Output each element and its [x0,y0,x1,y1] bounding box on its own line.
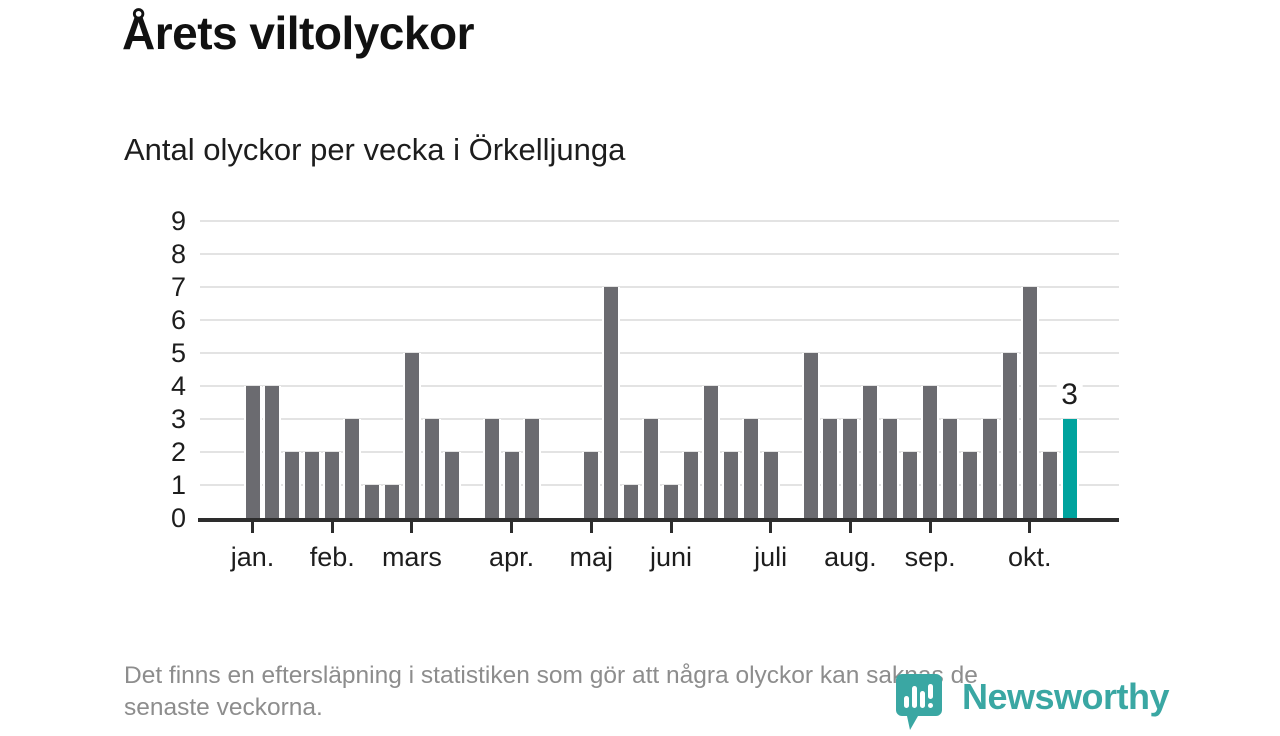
last-bar-value-label: 3 [1056,379,1083,411]
y-axis-label-6: 6 [170,305,186,335]
bar-week-19 [602,287,621,518]
x-axis-tick-juni [669,522,673,533]
bar-week-33 [881,419,900,518]
bar-week-37 [960,452,979,518]
y-axis-label-2: 2 [170,437,186,467]
y-axis-label-8: 8 [170,239,186,269]
gridline-y6 [200,319,1119,321]
newsworthy-logo-text: Newsworthy [962,676,1170,717]
bar-week-10 [422,419,441,518]
x-axis-label-juni: juni [650,542,693,572]
bar-week-26 [741,419,760,518]
bar-week-41 [1040,452,1059,518]
bar-week-20 [622,485,641,518]
bar-week-5 [323,452,342,518]
x-axis-tick-mars [410,522,414,533]
x-axis-label-apr: apr. [489,542,535,572]
footnote-line-1: Det finns en eftersläpning i statistiken… [124,662,978,689]
bar-week-23 [681,452,700,518]
x-axis-label-feb: feb. [309,542,355,572]
bar-week-31 [841,419,860,518]
bar-week-25 [721,452,740,518]
x-axis-label-juli: juli [754,542,788,572]
chart-title: Årets viltolyckor [122,7,474,59]
bar-week-22 [662,485,681,518]
y-axis-label-0: 0 [170,503,186,533]
x-axis-tick-aug [848,522,852,533]
bar-week-38 [980,419,999,518]
bar-week-40 [1020,287,1039,518]
newsworthy-logo: Newsworthy [896,658,1170,736]
bar-week-7 [363,485,382,518]
bar-week-42 [1060,419,1079,518]
y-axis-label-1: 1 [170,470,186,500]
footnote-line-2: senaste veckorna. [124,694,323,721]
x-axis-label-okt: okt. [1008,542,1052,572]
gridline-y8 [200,253,1119,255]
x-axis-line [198,518,1119,522]
y-axis-label-9: 9 [170,206,186,236]
bar-week-3 [283,452,302,518]
gridline-y7 [200,286,1119,288]
chart-canvas: Årets viltolyckor Antal olyckor per veck… [122,7,1170,730]
x-axis-tick-jan [251,522,254,533]
bar-week-18 [582,452,601,518]
bar-week-24 [701,386,720,518]
bar-week-27 [761,452,780,518]
bar-week-9 [402,353,421,518]
x-axis-tick-sep [928,522,932,533]
x-axis-label-maj: maj [569,542,614,572]
chart-footnote: Det finns en eftersläpning i statistiken… [124,660,1164,724]
gridline-y9 [200,220,1119,222]
bar-chart-speech-bubble-icon [896,674,942,730]
y-axis-label-3: 3 [170,404,186,434]
bar-week-2 [263,386,282,518]
bar-week-36 [941,419,960,518]
bar-week-29 [801,353,820,518]
bar-week-30 [821,419,840,518]
x-axis-tick-okt [1028,522,1032,533]
x-axis-label-mars: mars [381,542,442,572]
bar-week-34 [901,452,920,518]
gridline-y4 [200,385,1119,387]
gridline-y5 [200,352,1119,354]
bar-chart-plot-area: 0 1 2 3 4 5 6 7 8 9 jan. feb. mars apr. maj juni juli aug… [170,206,1119,572]
y-axis-label-4: 4 [170,371,186,401]
bar-week-6 [343,419,362,518]
x-axis-tick-apr [510,522,514,533]
x-axis-label-sep: sep. [904,542,956,572]
x-axis-tick-juli [769,522,773,533]
x-axis-tick-feb [330,522,334,533]
bar-week-32 [861,386,880,518]
bar-week-13 [482,419,501,518]
bar-week-39 [1000,353,1019,518]
bar-week-11 [442,452,461,518]
y-axis-label-7: 7 [170,272,186,302]
bar-week-8 [383,485,401,518]
bar-week-15 [522,419,541,518]
bar-week-14 [502,452,521,518]
y-axis-label-5: 5 [170,338,186,368]
x-axis-label-jan: jan. [230,542,275,572]
x-axis-tick-maj [589,522,593,533]
bar-week-21 [642,419,661,518]
bar-week-1 [243,386,262,518]
bar-week-35 [921,386,940,518]
bar-week-4 [303,452,322,518]
x-axis-label-aug: aug. [824,542,877,572]
chart-subtitle: Antal olyckor per vecka i Örkelljunga [124,132,626,167]
